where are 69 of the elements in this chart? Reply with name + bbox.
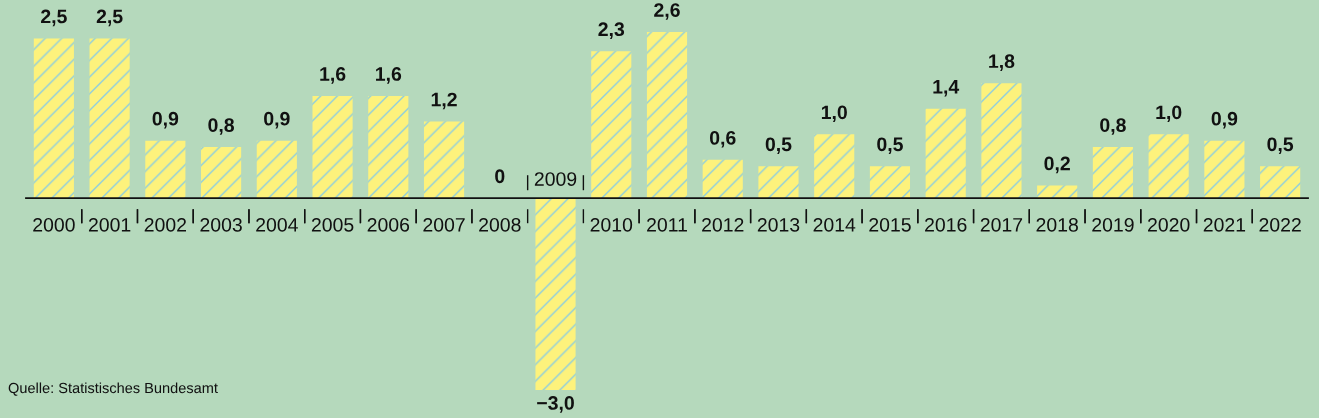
x-tick-label: 2022 <box>1259 217 1301 232</box>
x-tick-label: 2012 <box>702 217 744 232</box>
bar <box>201 147 242 199</box>
bar <box>89 38 130 199</box>
x-tick-label: 2004 <box>256 217 298 232</box>
x-tick-label: 2017 <box>980 217 1023 232</box>
bar <box>981 83 1022 199</box>
data-label: 1,0 <box>1156 105 1182 123</box>
x-tick-label: 2006 <box>367 217 410 232</box>
data-label: 2,5 <box>41 9 67 27</box>
x-tick-label: 2008 <box>479 217 521 232</box>
x-tick-label: 2000 <box>33 217 75 232</box>
bar <box>535 198 576 390</box>
x-tick-label: 2020 <box>1148 217 1190 232</box>
x-tick-label: 2002 <box>144 217 186 232</box>
bar <box>33 38 74 199</box>
data-label: 0,8 <box>1100 118 1126 135</box>
bar <box>758 166 799 199</box>
bar <box>423 121 465 199</box>
annotation: Quelle: Statistisches Bundesamt <box>8 382 218 396</box>
bar <box>1037 185 1078 199</box>
x-tick-label: 2018 <box>1036 217 1078 232</box>
data-label: 1,6 <box>376 67 402 84</box>
data-label: 0,5 <box>1267 137 1294 154</box>
data-label: 0,9 <box>1211 111 1238 129</box>
data-label: 1,6 <box>320 67 346 84</box>
data-label: 0,6 <box>709 131 736 148</box>
data-label: 0,2 <box>1044 156 1070 174</box>
bar <box>368 95 409 199</box>
bar <box>1092 147 1133 199</box>
bar <box>814 134 855 199</box>
data-label: −3,0 <box>537 396 574 413</box>
bar <box>702 159 743 199</box>
bar <box>591 51 632 199</box>
bar <box>1204 140 1245 199</box>
bar <box>312 95 353 199</box>
x-tick-label: 2021 <box>1203 217 1246 232</box>
x-tick-label: 2010 <box>590 217 633 232</box>
data-label: 0,5 <box>877 137 903 154</box>
x-tick-label: 2003 <box>200 217 242 232</box>
bar <box>145 140 186 199</box>
bar <box>925 108 966 199</box>
x-tick-label: 2014 <box>813 217 856 232</box>
x-tick-label: 2016 <box>925 217 967 232</box>
data-label: 0 <box>495 169 505 184</box>
bar <box>869 166 911 199</box>
x-tick-label: 2013 <box>757 217 800 232</box>
data-label: 1,2 <box>431 92 457 110</box>
bar <box>256 140 297 199</box>
data-label: 0,5 <box>765 137 792 154</box>
data-label: 2,6 <box>654 3 680 20</box>
data-label: 0,9 <box>152 111 179 129</box>
x-tick-label: 2011 <box>647 217 687 232</box>
data-label: 0,8 <box>208 118 235 135</box>
data-label: 2,5 <box>96 9 123 27</box>
data-label: 1,4 <box>933 80 960 97</box>
x-tick-label: 2015 <box>869 217 911 232</box>
x-tick-label: 2007 <box>423 217 465 232</box>
x-tick-label: 2019 <box>1092 217 1134 232</box>
x-tick-label: 2001 <box>88 217 131 232</box>
data-label: 1,8 <box>989 54 1015 71</box>
data-label: 1,0 <box>821 105 847 123</box>
bar <box>646 32 688 199</box>
x-tick-label: 2009 <box>534 172 577 186</box>
data-label: 2,3 <box>598 22 625 39</box>
bar <box>1148 134 1189 199</box>
bar <box>1260 166 1301 199</box>
x-tick-label: 2005 <box>311 217 354 232</box>
data-label: 0,9 <box>264 111 290 129</box>
